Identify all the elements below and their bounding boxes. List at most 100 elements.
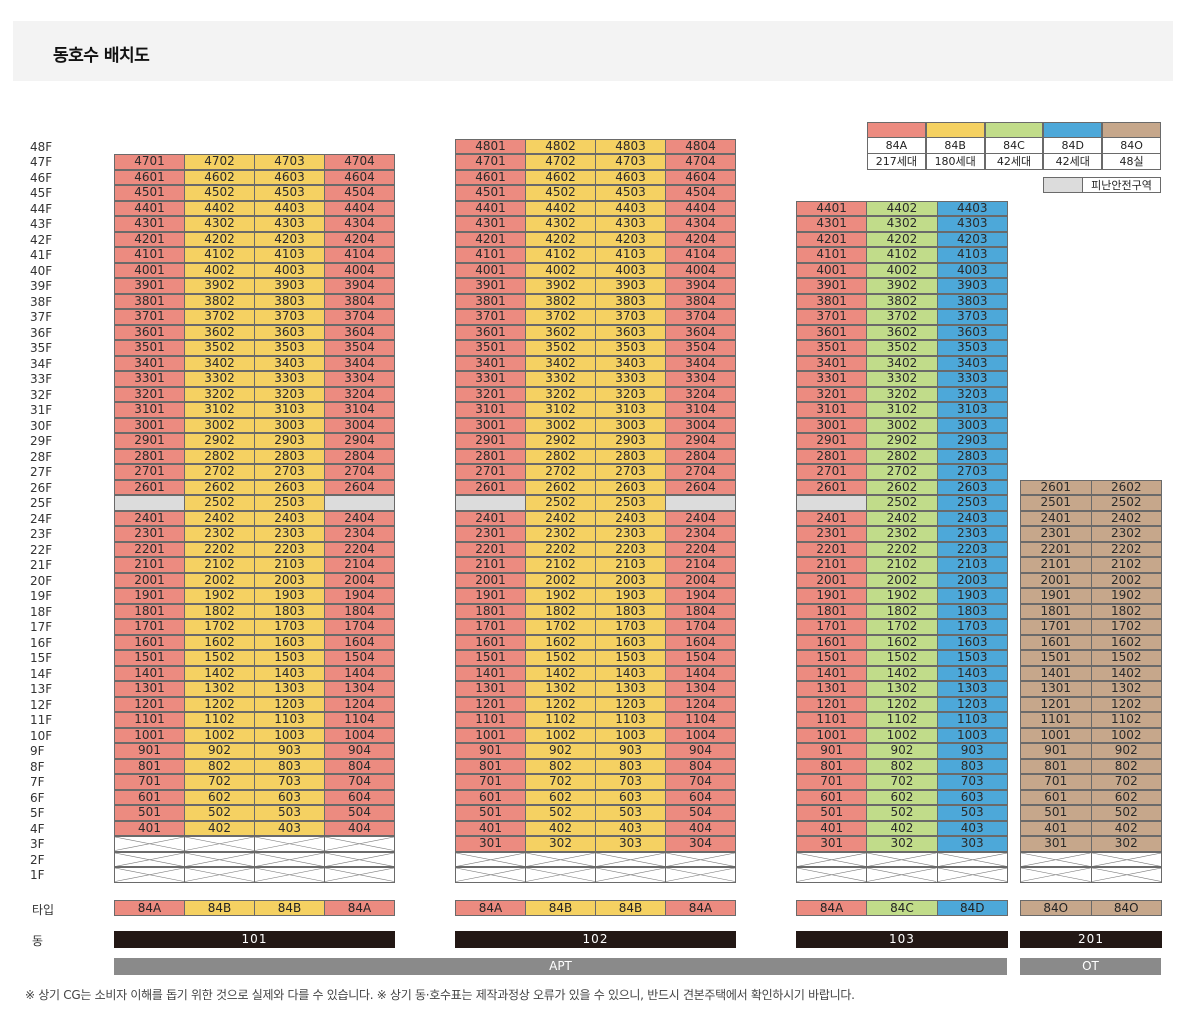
- unit-cell[interactable]: 403: [595, 820, 666, 836]
- unit-cell[interactable]: 3703: [936, 309, 1008, 325]
- unit-cell[interactable]: 1602: [525, 634, 596, 650]
- unit-cell[interactable]: 3001: [455, 417, 526, 433]
- unit-cell[interactable]: 1002: [184, 727, 255, 743]
- unit-cell[interactable]: 801: [1020, 758, 1092, 774]
- unit-cell[interactable]: 4104: [324, 247, 395, 263]
- unit-cell[interactable]: 3203: [595, 386, 666, 402]
- unit-cell[interactable]: 1603: [254, 634, 325, 650]
- unit-cell[interactable]: 4103: [595, 247, 666, 263]
- unit-cell[interactable]: 3302: [525, 371, 596, 387]
- unit-cell[interactable]: 1101: [455, 712, 526, 728]
- unit-cell[interactable]: 3704: [324, 309, 395, 325]
- unit-cell[interactable]: 4004: [324, 262, 395, 278]
- unit-cell[interactable]: 1701: [796, 619, 868, 635]
- unit-cell[interactable]: 2703: [936, 464, 1008, 480]
- unit-cell[interactable]: 3903: [254, 278, 325, 294]
- unit-cell[interactable]: 1404: [324, 665, 395, 681]
- unit-cell[interactable]: 804: [665, 758, 736, 774]
- unit-cell[interactable]: 1704: [665, 619, 736, 635]
- unit-cell[interactable]: 2604: [324, 479, 395, 495]
- unit-cell[interactable]: 1603: [595, 634, 666, 650]
- unit-cell[interactable]: 1502: [184, 650, 255, 666]
- unit-cell[interactable]: 2303: [595, 526, 666, 542]
- unit-cell[interactable]: 2603: [254, 479, 325, 495]
- unit-cell[interactable]: 1904: [324, 588, 395, 604]
- unit-cell[interactable]: 3402: [866, 355, 938, 371]
- unit-cell[interactable]: 602: [1090, 789, 1162, 805]
- unit-cell[interactable]: 1702: [525, 619, 596, 635]
- unit-cell[interactable]: 2601: [114, 479, 185, 495]
- unit-cell[interactable]: 2202: [184, 541, 255, 557]
- unit-cell[interactable]: 2002: [866, 572, 938, 588]
- unit-cell[interactable]: 4102: [866, 247, 938, 263]
- unit-cell[interactable]: 4204: [324, 231, 395, 247]
- unit-cell[interactable]: 4602: [525, 169, 596, 185]
- unit-cell[interactable]: 4101: [455, 247, 526, 263]
- unit-cell[interactable]: 3003: [254, 417, 325, 433]
- unit-cell[interactable]: 1701: [114, 619, 185, 635]
- unit-cell[interactable]: 3602: [184, 324, 255, 340]
- unit-cell[interactable]: 2301: [114, 526, 185, 542]
- unit-cell[interactable]: 2102: [525, 557, 596, 573]
- unit-cell[interactable]: 2704: [665, 464, 736, 480]
- unit-cell[interactable]: 4402: [525, 200, 596, 216]
- unit-cell[interactable]: 3002: [866, 417, 938, 433]
- unit-cell[interactable]: 2703: [254, 464, 325, 480]
- unit-cell[interactable]: 3801: [455, 293, 526, 309]
- unit-cell[interactable]: 4802: [525, 138, 596, 154]
- unit-cell[interactable]: 1202: [184, 696, 255, 712]
- unit-cell[interactable]: 3603: [595, 324, 666, 340]
- unit-cell[interactable]: 1903: [595, 588, 666, 604]
- unit-cell[interactable]: 4002: [184, 262, 255, 278]
- unit-cell[interactable]: 4003: [936, 262, 1008, 278]
- unit-cell[interactable]: 1201: [1020, 696, 1092, 712]
- unit-cell[interactable]: 3303: [595, 371, 666, 387]
- unit-cell[interactable]: 3201: [796, 386, 868, 402]
- unit-cell[interactable]: 2602: [866, 479, 938, 495]
- unit-cell[interactable]: 4601: [114, 169, 185, 185]
- unit-cell[interactable]: 1801: [455, 603, 526, 619]
- unit-cell[interactable]: 1202: [525, 696, 596, 712]
- unit-cell[interactable]: 701: [796, 774, 868, 790]
- unit-cell[interactable]: 1604: [665, 634, 736, 650]
- unit-cell[interactable]: 2003: [254, 572, 325, 588]
- unit-cell[interactable]: 3102: [525, 402, 596, 418]
- unit-cell[interactable]: 2401: [1020, 510, 1092, 526]
- unit-cell[interactable]: 803: [254, 758, 325, 774]
- unit-cell[interactable]: 2403: [595, 510, 666, 526]
- unit-cell[interactable]: 1402: [1090, 665, 1162, 681]
- unit-cell[interactable]: 3702: [184, 309, 255, 325]
- unit-cell[interactable]: 702: [866, 774, 938, 790]
- unit-cell[interactable]: 3404: [324, 355, 395, 371]
- unit-cell[interactable]: 402: [866, 820, 938, 836]
- unit-cell[interactable]: 2901: [114, 433, 185, 449]
- unit-cell[interactable]: 2301: [455, 526, 526, 542]
- unit-cell[interactable]: 3804: [665, 293, 736, 309]
- unit-cell[interactable]: 2203: [254, 541, 325, 557]
- unit-cell[interactable]: 2002: [184, 572, 255, 588]
- unit-cell[interactable]: 1902: [184, 588, 255, 604]
- unit-cell[interactable]: 4502: [184, 185, 255, 201]
- unit-cell[interactable]: 601: [114, 789, 185, 805]
- unit-cell[interactable]: 2502: [525, 495, 596, 511]
- unit-cell[interactable]: 901: [1020, 743, 1092, 759]
- unit-cell[interactable]: 3302: [866, 371, 938, 387]
- unit-cell[interactable]: 2801: [455, 448, 526, 464]
- unit-cell[interactable]: 802: [525, 758, 596, 774]
- unit-cell[interactable]: 2201: [1020, 541, 1092, 557]
- unit-cell[interactable]: 4604: [665, 169, 736, 185]
- unit-cell[interactable]: 601: [1020, 789, 1092, 805]
- unit-cell[interactable]: 4101: [796, 247, 868, 263]
- unit-cell[interactable]: 704: [665, 774, 736, 790]
- unit-cell[interactable]: 503: [936, 805, 1008, 821]
- unit-cell[interactable]: 3401: [455, 355, 526, 371]
- unit-cell[interactable]: 2402: [184, 510, 255, 526]
- unit-cell[interactable]: 2601: [796, 479, 868, 495]
- unit-cell[interactable]: 2803: [595, 448, 666, 464]
- unit-cell[interactable]: 1803: [595, 603, 666, 619]
- unit-cell[interactable]: 2804: [665, 448, 736, 464]
- unit-cell[interactable]: 2103: [595, 557, 666, 573]
- unit-cell[interactable]: 2801: [114, 448, 185, 464]
- unit-cell[interactable]: 2001: [796, 572, 868, 588]
- unit-cell[interactable]: 303: [595, 836, 666, 852]
